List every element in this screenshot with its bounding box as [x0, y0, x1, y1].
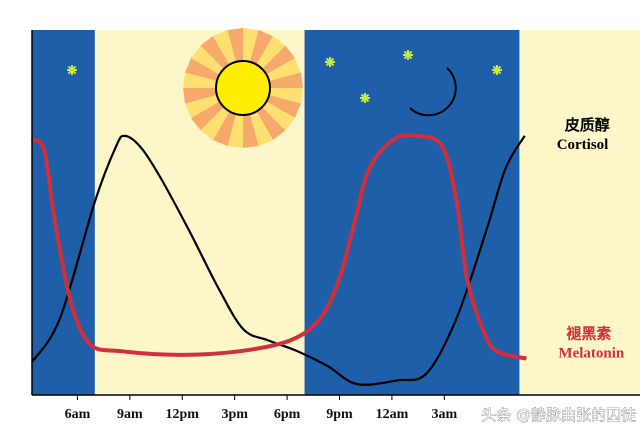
x-tick-label: 3pm: [221, 407, 248, 422]
stars: [67, 50, 502, 103]
watermark: 头条 @静脉曲张的囚徒: [481, 406, 636, 424]
series-label: Melatonin: [558, 346, 624, 362]
sun-icon: [183, 28, 303, 148]
x-tick-label: 12am: [376, 407, 409, 422]
x-tick-label: 3am: [431, 407, 457, 422]
x-tick-label: 9pm: [326, 407, 353, 422]
x-tick-label: 12pm: [166, 407, 200, 422]
star: [360, 93, 370, 103]
sun-disc: [215, 60, 271, 116]
star: [492, 65, 502, 75]
star: [325, 57, 335, 67]
band: [519, 30, 640, 395]
x-tick-label: 9am: [117, 407, 143, 422]
star: [67, 65, 77, 75]
star: [403, 50, 413, 60]
series-line: [31, 134, 526, 386]
series-line: [30, 133, 527, 361]
x-tick-label: 6am: [65, 407, 91, 422]
series-label-zh: 褪黑素: [565, 325, 611, 343]
x-tick-label: 6pm: [274, 407, 301, 422]
moon-icon: [409, 67, 457, 117]
series-label-zh: 皮质醇: [565, 116, 610, 134]
series-label: Cortisol: [557, 137, 609, 153]
